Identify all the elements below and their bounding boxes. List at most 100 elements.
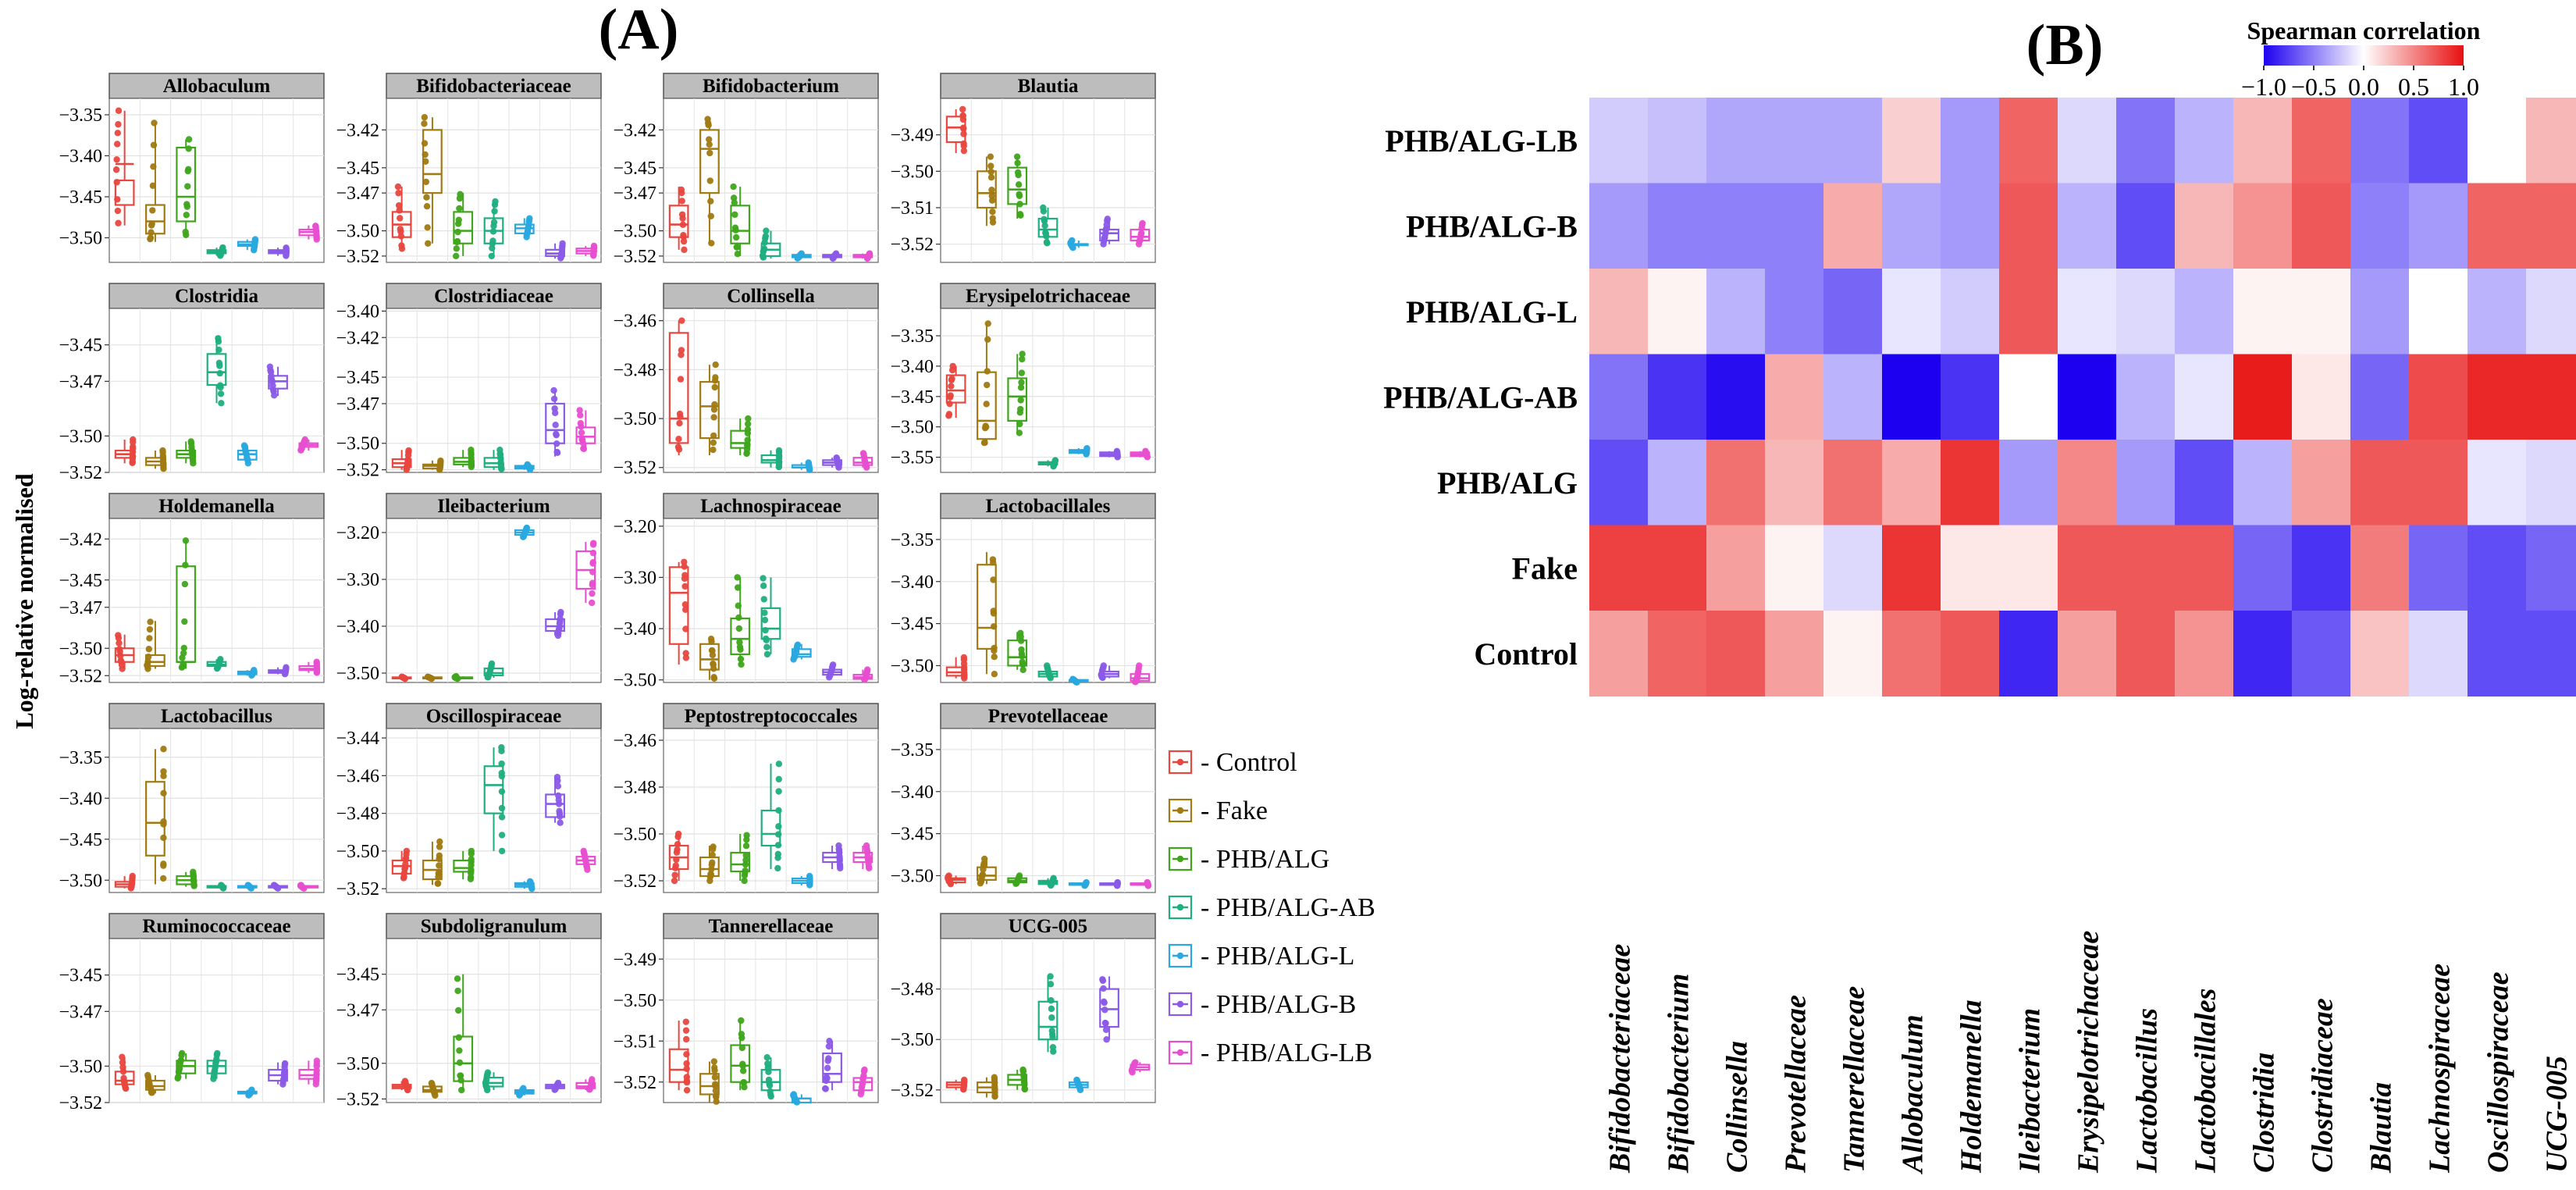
data-point [394,183,402,191]
data-point [114,130,122,137]
panel-b-colorbar: Spearman correlation −1.0 −0.5 0.0 0.5 1.0 [2241,16,2481,101]
box-phb-alg-b [1099,216,1119,248]
data-point [991,671,998,678]
y-tick-label: −3.50 [613,825,656,845]
data-point [313,658,320,665]
data-point [421,120,428,127]
data-point [765,1076,773,1084]
box-iqr [699,1073,720,1096]
box-phb-alg-l [1067,237,1089,251]
heatmap-cell [1882,611,1941,697]
box-control [391,447,412,473]
data-point [681,600,689,608]
data-point [682,650,689,657]
data-point [184,183,191,190]
y-tick-label: −3.50 [613,671,656,691]
plot-area [663,308,879,473]
data-point [682,1018,689,1025]
heatmap-cell [1648,440,1707,526]
data-point [1099,976,1106,983]
data-point [248,1086,255,1093]
y-tick-label: −3.47 [59,1002,102,1022]
heatmap-col-label-bifidobacterium: Bifidobacterium [1663,974,1695,1174]
heatmap-row-phb-alg-l: PHB/ALG-L [1406,269,2576,355]
box-iqr [1099,988,1119,1028]
box-phb-alg [1007,872,1028,887]
data-point [735,584,742,591]
box-control [391,847,412,882]
box-phb-alg-b [821,1038,842,1092]
box-iqr [453,211,474,244]
data-point [678,317,685,324]
data-point [1142,447,1149,454]
data-point [1047,981,1055,988]
y-tick-label: −3.30 [336,570,379,590]
panel-b-label: (B) [2026,13,2104,77]
data-point [742,852,749,859]
facet-title: Collinsella [727,286,815,307]
box-fake [699,843,720,885]
data-point [181,618,188,625]
data-point [114,196,121,203]
data-point [114,141,121,148]
y-tick-label: −3.47 [336,183,379,204]
box-control [114,436,137,466]
data-point [589,579,596,586]
colorbar-tick-label: −1.0 [2241,73,2286,101]
y-tick-label: −3.40 [890,572,934,593]
data-point [710,414,717,421]
facet-title: Bifidobacterium [703,76,839,97]
heatmap-cell [1765,354,1824,440]
data-point [181,580,189,588]
heatmap-cell [2233,354,2293,440]
data-point [397,215,404,222]
box-phb-alg-b [1098,662,1119,682]
y-tick-label: −3.48 [613,778,656,798]
data-point [734,251,742,258]
data-point [675,435,682,443]
data-point [989,556,997,563]
data-point [1017,629,1024,637]
data-point [216,369,223,377]
data-point [214,1049,221,1057]
data-point [489,228,497,235]
heatmap-cell [1882,440,1941,526]
y-tick-label: −3.51 [890,198,934,219]
box-phb-alg-l [789,1091,812,1106]
heatmap-cell [1999,440,2058,526]
box-phb-alg-b [266,363,288,399]
box-fake [421,114,443,247]
data-point [215,359,223,367]
heatmap-cell [2467,183,2527,269]
y-tick-label: −3.52 [336,247,379,267]
data-point [453,245,460,252]
data-point [987,162,994,169]
box-phb-alg-lb [298,1057,321,1088]
data-point [671,877,678,885]
box-phb-alg-l [237,442,258,467]
y-tick-label: −3.40 [336,301,379,322]
data-point [1050,875,1057,882]
data-point [678,186,685,194]
heatmap-cell [1706,611,1766,697]
data-point [988,186,995,194]
box-iqr [945,374,966,404]
data-point [708,240,715,247]
y-tick-label: −3.50 [59,871,102,891]
data-point [424,673,432,680]
data-point [736,639,743,646]
box-iqr [791,648,812,658]
heatmap-cell [1823,98,1883,183]
data-point [454,975,461,982]
data-point [1018,646,1025,654]
data-point [948,375,955,383]
box-phb-alg [176,438,197,467]
data-point [498,832,506,839]
data-point [740,1078,747,1086]
data-point [115,219,122,226]
heatmap-cell [2409,354,2468,440]
heatmap-row-label: PHB/ALG-B [1406,208,1578,244]
plot-area [940,308,1156,473]
heatmap-cell [2233,183,2293,269]
data-point [270,882,278,889]
